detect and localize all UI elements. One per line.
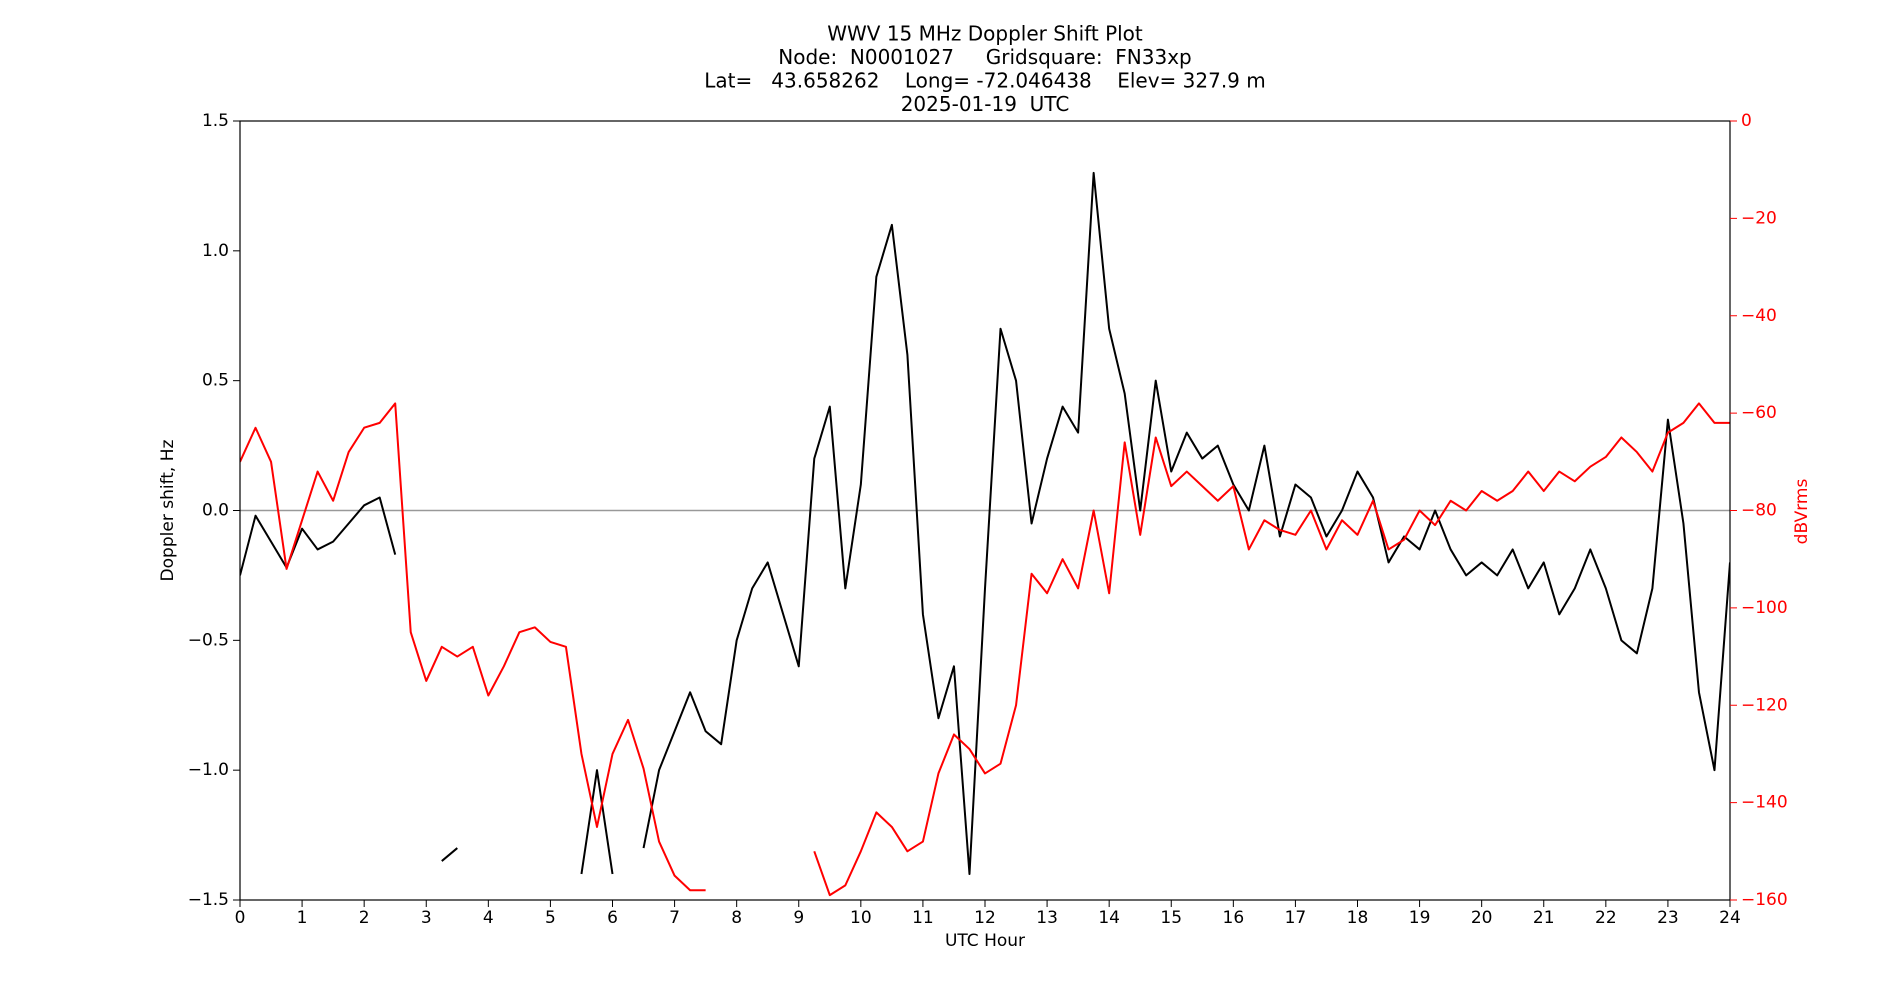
x-tick-label: 7 xyxy=(669,908,680,928)
x-tick-label: 2 xyxy=(359,908,370,928)
x-tick-label: 3 xyxy=(421,908,432,928)
y2-tick-label: −160 xyxy=(1741,890,1788,910)
plot-area xyxy=(240,171,1730,897)
x-tick-label: 20 xyxy=(1471,908,1493,928)
y-tick-label: 1.0 xyxy=(202,241,229,261)
chart-title: Lat= 43.658262 Long= -72.046438 Elev= 32… xyxy=(704,69,1266,93)
x-tick-label: 4 xyxy=(483,908,494,928)
x-tick-label: 16 xyxy=(1223,908,1245,928)
y-tick-label: 0.0 xyxy=(202,501,229,521)
x-tick-label: 10 xyxy=(850,908,872,928)
x-tick-label: 14 xyxy=(1098,908,1120,928)
y2-tick-label: −20 xyxy=(1741,208,1777,228)
y2-tick-label: −100 xyxy=(1741,598,1788,618)
y2-tick-label: 0 xyxy=(1741,111,1752,131)
x-tick-label: 17 xyxy=(1285,908,1307,928)
y2-tick-label: −60 xyxy=(1741,403,1777,423)
y2-tick-label: −80 xyxy=(1741,501,1777,521)
x-tick-label: 5 xyxy=(545,908,556,928)
series-line xyxy=(240,171,1730,876)
x-tick-label: 11 xyxy=(912,908,934,928)
y2-tick-label: −120 xyxy=(1741,695,1788,715)
y-tick-label: −1.0 xyxy=(188,760,229,780)
y-tick-label: −0.5 xyxy=(188,630,229,650)
x-tick-label: 8 xyxy=(731,908,742,928)
y2-axis-label: dBVrms xyxy=(1792,479,1812,545)
x-tick-label: 22 xyxy=(1595,908,1617,928)
x-tick-label: 19 xyxy=(1409,908,1431,928)
y-tick-label: 0.5 xyxy=(202,371,229,391)
x-tick-label: 6 xyxy=(607,908,618,928)
y-axis-label: Doppler shift, Hz xyxy=(158,439,178,581)
x-tick-label: 9 xyxy=(793,908,804,928)
chart-title: 2025-01-19 UTC xyxy=(901,92,1070,116)
x-tick-label: 1 xyxy=(297,908,308,928)
y-tick-label: 1.5 xyxy=(202,111,229,131)
y2-tick-label: −40 xyxy=(1741,306,1777,326)
y2-tick-label: −140 xyxy=(1741,793,1788,813)
chart-title: Node: N0001027 Gridsquare: FN33xp xyxy=(778,45,1191,69)
x-tick-label: 12 xyxy=(974,908,996,928)
x-tick-label: 15 xyxy=(1160,908,1182,928)
y-tick-label: −1.5 xyxy=(188,890,229,910)
x-tick-label: 13 xyxy=(1036,908,1058,928)
x-tick-label: 18 xyxy=(1347,908,1369,928)
x-tick-label: 21 xyxy=(1533,908,1555,928)
x-tick-label: 0 xyxy=(235,908,246,928)
x-axis-label: UTC Hour xyxy=(945,931,1025,951)
x-tick-label: 23 xyxy=(1657,908,1679,928)
x-tick-label: 24 xyxy=(1719,908,1741,928)
series-line xyxy=(240,402,1730,897)
chart-title: WWV 15 MHz Doppler Shift Plot xyxy=(827,22,1143,46)
